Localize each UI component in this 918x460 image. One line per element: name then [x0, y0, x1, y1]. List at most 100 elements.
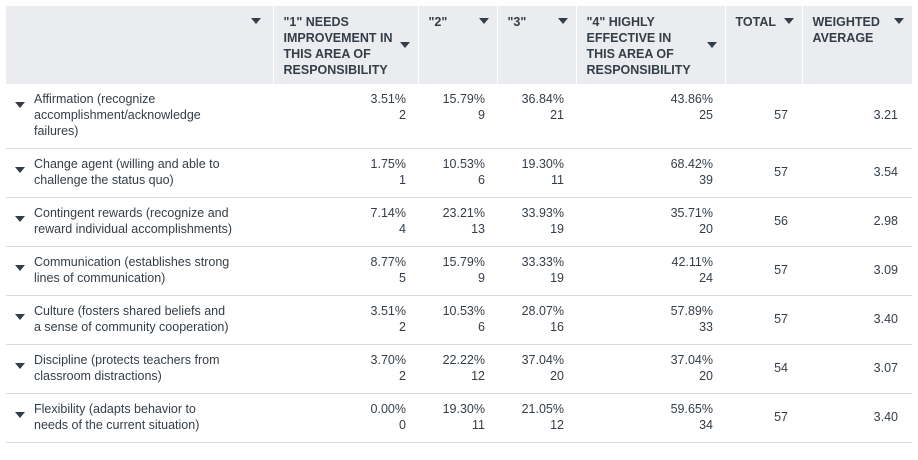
percent-value: 35.71%	[670, 206, 713, 220]
percent-value: 15.79%	[442, 255, 485, 269]
expand-caret-icon[interactable]	[6, 254, 34, 275]
header-row: "1" NEEDS IMPROVEMENT IN THIS AREA OF RE…	[6, 6, 913, 84]
percent-value: 3.51%	[370, 304, 406, 318]
rating-cell: 59.65% 34	[576, 393, 725, 443]
count-value: 33	[699, 320, 713, 334]
sort-caret-icon[interactable]	[893, 18, 904, 24]
rating-cell: 7.14% 4	[273, 197, 418, 247]
count-value: 2	[399, 108, 406, 122]
row-label-cell: Affirmation (recognize accomplishment/ac…	[6, 84, 273, 149]
table-row: Flexibility (adapts behavior to needs of…	[6, 393, 912, 443]
count-value: 12	[550, 418, 564, 432]
column-header-label: WEIGHTED AVERAGE	[812, 15, 880, 45]
expand-caret-icon[interactable]	[6, 156, 34, 177]
row-label: Affirmation (recognize accomplishment/ac…	[34, 92, 201, 138]
column-header-question[interactable]	[6, 6, 274, 84]
column-header-total[interactable]: TOTAL	[725, 6, 803, 84]
count-value: 12	[471, 369, 485, 383]
percent-value: 19.30%	[442, 402, 485, 416]
total-value: 56	[725, 197, 802, 247]
weighted-average-value: 2.98	[802, 197, 912, 247]
count-value: 20	[699, 369, 713, 383]
percent-value: 59.65%	[670, 402, 713, 416]
column-header-rating-1[interactable]: "1" NEEDS IMPROVEMENT IN THIS AREA OF RE…	[273, 6, 419, 84]
count-value: 2	[399, 320, 406, 334]
weighted-average-value: 3.07	[802, 344, 912, 394]
table-row: Communication (establishes strong lines …	[6, 246, 912, 296]
percent-value: 19.30%	[521, 157, 564, 171]
sort-caret-icon[interactable]	[706, 42, 717, 48]
weighted-average-value: 3.21	[802, 84, 912, 149]
percent-value: 1.75%	[370, 157, 406, 171]
sort-caret-icon[interactable]	[478, 18, 489, 24]
row-label-cell: Culture (fosters shared beliefs and a se…	[6, 295, 273, 345]
sort-caret-icon[interactable]	[399, 42, 410, 48]
row-label-cell: Change agent (willing and able to challe…	[6, 148, 273, 198]
percent-value: 3.51%	[370, 92, 406, 106]
column-header-rating-3[interactable]: "3"	[497, 6, 577, 84]
count-value: 34	[699, 418, 713, 432]
column-header-label: "2"	[428, 15, 448, 29]
percent-value: 37.04%	[521, 353, 564, 367]
row-label: Communication (establishes strong lines …	[34, 255, 230, 285]
count-value: 20	[550, 369, 564, 383]
rating-cell: 68.42% 39	[576, 148, 725, 198]
sort-caret-icon[interactable]	[557, 18, 568, 24]
rating-cell: 15.79% 9	[418, 246, 497, 296]
rating-cell: 22.22% 12	[418, 344, 497, 394]
row-label: Change agent (willing and able to challe…	[34, 157, 220, 187]
count-value: 19	[550, 271, 564, 285]
column-header-label: TOTAL	[735, 15, 777, 29]
rating-cell: 36.84% 21	[497, 84, 576, 149]
percent-value: 42.11%	[671, 255, 713, 269]
expand-caret-icon[interactable]	[6, 91, 34, 112]
rating-cell: 37.04% 20	[497, 344, 576, 394]
count-value: 20	[699, 222, 713, 236]
rating-cell: 10.53% 6	[418, 295, 497, 345]
count-value: 16	[550, 320, 564, 334]
total-value: 57	[725, 246, 802, 296]
expand-caret-icon[interactable]	[6, 352, 34, 373]
row-label-cell: Contingent rewards (recognize and reward…	[6, 197, 273, 247]
percent-value: 3.70%	[370, 353, 406, 367]
rating-cell: 21.05% 12	[497, 393, 576, 443]
count-value: 1	[399, 173, 406, 187]
count-value: 13	[471, 222, 485, 236]
table-row: Culture (fosters shared beliefs and a se…	[6, 295, 912, 345]
count-value: 39	[699, 173, 713, 187]
column-header-weighted-average[interactable]: WEIGHTED AVERAGE	[802, 6, 913, 84]
percent-value: 43.86%	[670, 92, 713, 106]
rating-cell: 28.07% 16	[497, 295, 576, 345]
rating-cell: 33.33% 19	[497, 246, 576, 296]
column-header-label: "1" NEEDS IMPROVEMENT IN THIS AREA OF RE…	[283, 15, 393, 77]
rating-cell: 35.71% 20	[576, 197, 725, 247]
rating-cell: 19.30% 11	[497, 148, 576, 198]
total-value: 57	[725, 84, 802, 149]
total-value: 57	[725, 295, 802, 345]
rating-cell: 3.51% 2	[273, 84, 418, 149]
rating-cell: 43.86% 25	[576, 84, 725, 149]
percent-value: 33.33%	[521, 255, 564, 269]
percent-value: 15.79%	[442, 92, 485, 106]
column-header-label: "3"	[507, 15, 527, 29]
rating-cell: 0.00% 0	[273, 393, 418, 443]
expand-caret-icon[interactable]	[6, 401, 34, 422]
row-label: Discipline (protects teachers from class…	[34, 353, 220, 383]
sort-caret-icon[interactable]	[250, 18, 261, 24]
percent-value: 68.42%	[670, 157, 713, 171]
percent-value: 28.07%	[521, 304, 564, 318]
percent-value: 57.89%	[670, 304, 713, 318]
column-header-rating-4[interactable]: "4" HIGHLY EFFECTIVE IN THIS AREA OF RES…	[576, 6, 726, 84]
row-label-cell: Flexibility (adapts behavior to needs of…	[6, 393, 273, 443]
expand-caret-icon[interactable]	[6, 303, 34, 324]
count-value: 25	[699, 108, 713, 122]
rating-cell: 1.75% 1	[273, 148, 418, 198]
column-header-rating-2[interactable]: "2"	[418, 6, 498, 84]
sort-caret-icon[interactable]	[783, 18, 794, 24]
weighted-average-value: 3.09	[802, 246, 912, 296]
percent-value: 21.05%	[521, 402, 564, 416]
expand-caret-icon[interactable]	[6, 205, 34, 226]
count-value: 5	[399, 271, 406, 285]
count-value: 6	[478, 320, 485, 334]
